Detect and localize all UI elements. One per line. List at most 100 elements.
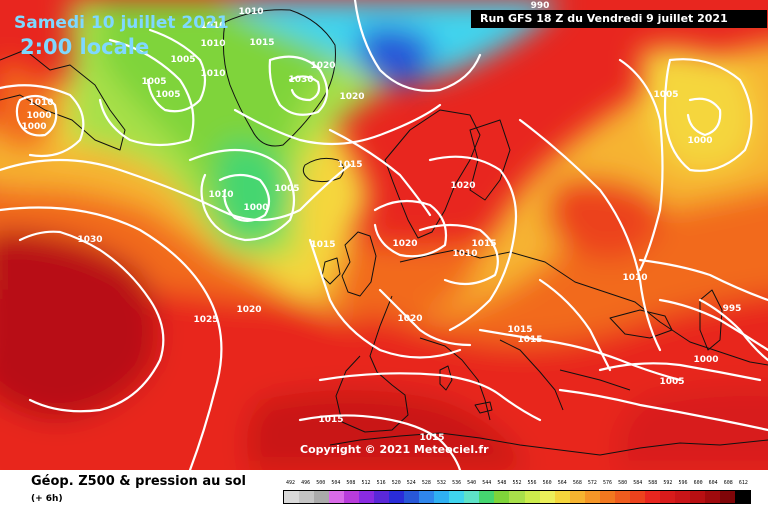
product-title: Géop. Z500 & pression au sol — [31, 474, 246, 489]
coast-canada — [0, 49, 126, 151]
forecast-offset: (+ 6h) — [31, 494, 63, 504]
isobar-line — [308, 238, 462, 359]
coast-sicily — [474, 401, 493, 414]
pressure-label: 1000 — [26, 111, 51, 121]
legend-level-label: 508 — [346, 480, 356, 486]
legend-swatch — [719, 491, 735, 503]
legend-swatch — [449, 491, 465, 503]
isobar-line — [538, 278, 612, 372]
legend-level-label: 612 — [738, 480, 748, 486]
legend-swatch — [644, 491, 660, 503]
coast-greenland — [222, 9, 336, 147]
coast-british-isles — [321, 231, 377, 297]
isobar-line — [18, 230, 165, 413]
pressure-label: 1000 — [243, 203, 268, 213]
pressure-label: 1005 — [141, 77, 166, 87]
pressure-label: 1010 — [208, 190, 233, 200]
legend-level-label: 556 — [527, 480, 537, 486]
isobar-line — [15, 94, 58, 137]
legend-swatch — [479, 491, 495, 503]
coast-caspian — [699, 289, 723, 351]
pressure-label: 1005 — [659, 377, 684, 387]
pressure-label: 1020 — [450, 181, 475, 191]
legend-level-label: 592 — [663, 480, 673, 486]
isobar-line — [638, 258, 768, 302]
legend-swatch — [494, 491, 510, 503]
isobar-line — [378, 288, 472, 347]
isobar-line — [558, 388, 768, 432]
pressure-label: 1030 — [77, 235, 102, 245]
pressure-label: 1010 — [200, 39, 225, 49]
coast-sardinia — [439, 365, 453, 391]
legend-swatch — [359, 491, 375, 503]
isobar-line — [146, 28, 207, 113]
legend-swatch — [314, 491, 330, 503]
legend-level-label: 528 — [421, 480, 431, 486]
isobar-line — [218, 173, 271, 222]
legend-swatch — [434, 491, 450, 503]
legend-level-label: 492 — [286, 480, 296, 486]
legend-level-label: 560 — [542, 480, 552, 486]
isobar-line — [663, 58, 753, 172]
coast-black-sea — [609, 309, 673, 339]
coast-iceland — [302, 157, 344, 183]
pressure-label: 1020 — [310, 61, 335, 71]
legend-swatch — [464, 491, 480, 503]
pressure-label: 1015 — [507, 325, 532, 335]
legend-level-label: 548 — [497, 480, 507, 486]
legend-swatch — [599, 491, 615, 503]
pressure-label: 1025 — [193, 315, 218, 325]
legend-level-label: 500 — [316, 480, 326, 486]
legend-level-label: 504 — [331, 480, 341, 486]
legend-level-label: 572 — [587, 480, 597, 486]
isobar-line — [268, 55, 329, 116]
isobar-line — [188, 148, 296, 242]
color-legend: 492 496 500 504 508 512 516 520 524 528 532 536 540 5… — [283, 478, 751, 508]
legend-level-label: 516 — [376, 480, 386, 486]
isobar-line — [318, 372, 542, 422]
legend-swatches — [283, 490, 751, 504]
legend-level-label: 576 — [603, 480, 613, 486]
legend-swatch — [419, 491, 435, 503]
pressure-label: 995 — [723, 304, 742, 314]
legend-level-label: 520 — [391, 480, 401, 486]
pressure-labels: 990 1010 1010 1015 1005 1010 1010 1020 1… — [21, 1, 741, 443]
pressure-label: 1015 — [337, 160, 362, 170]
pressure-label: 1015 — [249, 38, 274, 48]
legend-level-label: 564 — [557, 480, 567, 486]
copyright-text: Copyright © 2021 Meteociel.fr — [300, 443, 489, 456]
legend-swatch — [584, 491, 600, 503]
isobar-line — [518, 118, 662, 352]
coast-north-africa — [329, 432, 768, 456]
legend-swatch — [389, 491, 405, 503]
pressure-label: 1015 — [471, 239, 496, 249]
pressure-label: 1005 — [653, 90, 678, 100]
legend-swatch — [629, 491, 645, 503]
legend-swatch — [329, 491, 345, 503]
isobar-line — [0, 206, 223, 470]
pressure-label: 1020 — [397, 314, 422, 324]
legend-level-label: 584 — [633, 480, 643, 486]
legend-level-label: 596 — [678, 480, 688, 486]
legend-swatch — [704, 491, 720, 503]
pressure-label: 1010 — [238, 7, 263, 17]
legend-level-label: 608 — [723, 480, 733, 486]
legend-level-label: 552 — [512, 480, 522, 486]
legend-level-label: 524 — [406, 480, 416, 486]
map-time: 2:00 locale — [20, 35, 149, 59]
legend-swatch — [404, 491, 420, 503]
legend-swatch — [299, 491, 315, 503]
legend-swatch — [569, 491, 585, 503]
isobar-line — [478, 328, 682, 382]
run-info-box: Run GFS 18 Z du Vendredi 9 juillet 2021 — [471, 10, 767, 28]
pressure-label: 1015 — [310, 240, 335, 250]
pressure-label: 1000 — [21, 122, 46, 132]
legend-level-label: 568 — [572, 480, 582, 486]
isobar-line — [233, 103, 442, 146]
pressure-label: 1015 — [318, 415, 343, 425]
legend-swatch — [554, 491, 570, 503]
isobar-line — [0, 84, 85, 158]
legend-swatch — [674, 491, 690, 503]
pressure-label: 1015 — [517, 335, 542, 345]
pressure-label: 1005 — [170, 55, 195, 65]
